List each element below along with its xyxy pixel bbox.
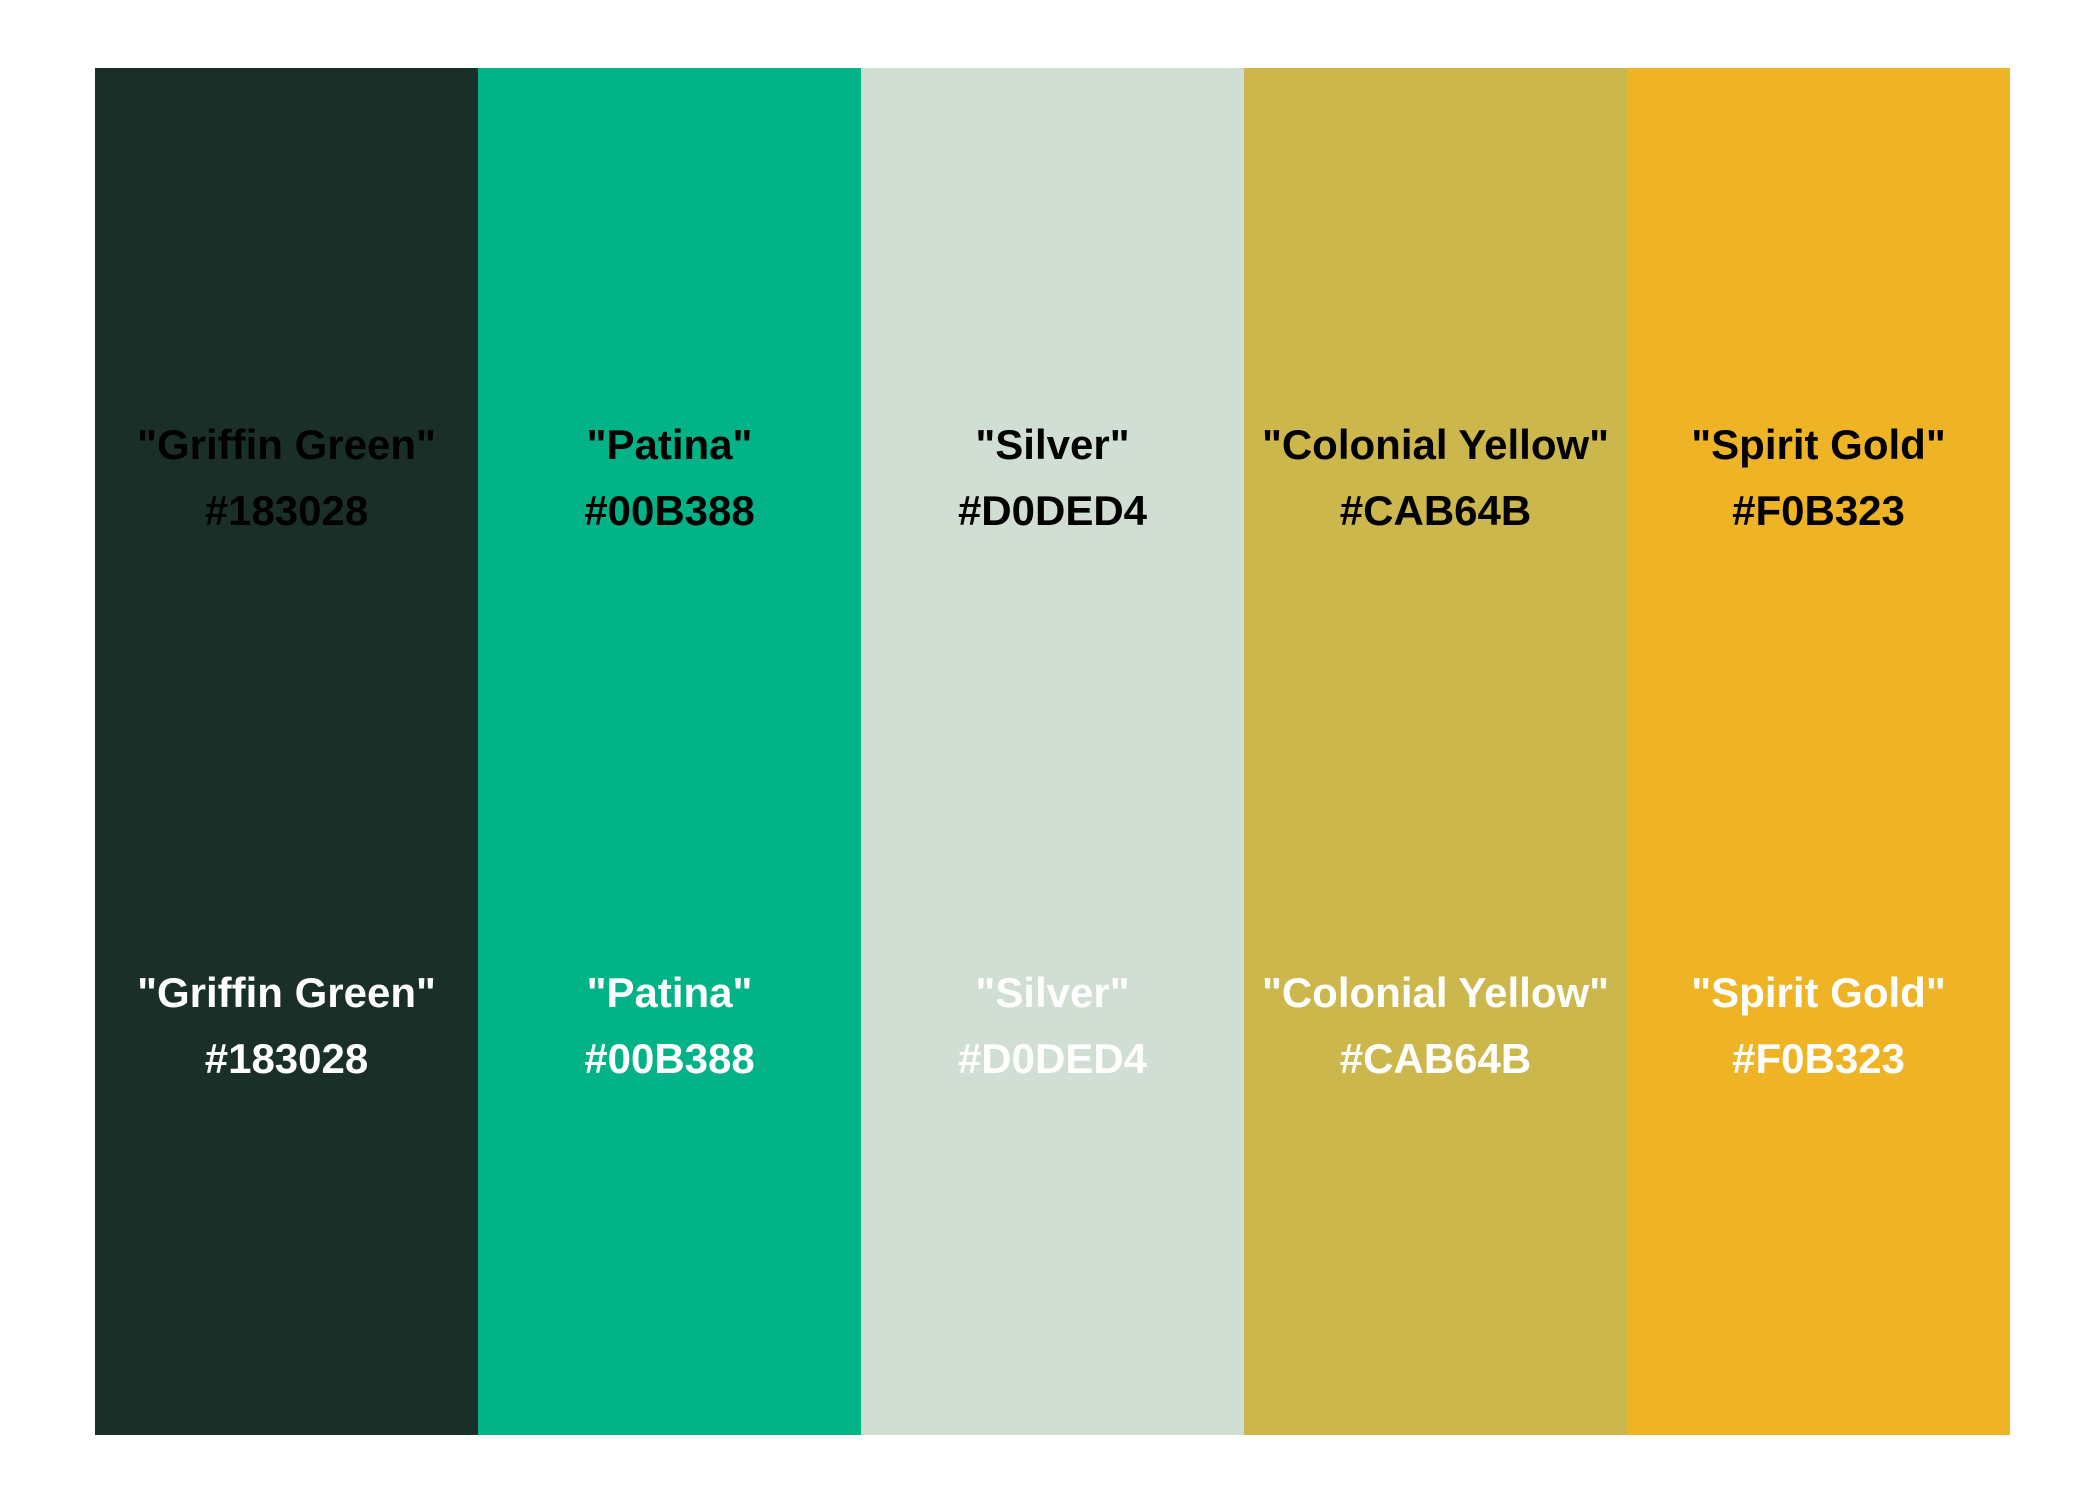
- color-hex: #CAB64B: [1339, 487, 1532, 534]
- color-hex: #CAB64B: [1339, 1035, 1532, 1082]
- color-hex: #F0B323: [1732, 487, 1905, 534]
- color-name: "Silver": [975, 421, 1130, 468]
- swatch-label-dark: "Colonial Yellow" #CAB64B: [1244, 412, 1627, 544]
- color-name: "Griffin Green": [137, 969, 436, 1016]
- color-hex: #D0DED4: [957, 487, 1148, 534]
- swatch-patina: "Patina" #00B388 "Patina" #00B388: [478, 68, 861, 1435]
- color-name: "Colonial Yellow": [1261, 421, 1610, 468]
- swatch-spirit-gold: "Spirit Gold" #F0B323 "Spirit Gold" #F0B…: [1627, 68, 2010, 1435]
- color-hex: #F0B323: [1732, 1035, 1905, 1082]
- color-hex: #D0DED4: [957, 1035, 1148, 1082]
- color-name: "Patina": [586, 969, 753, 1016]
- color-hex: #183028: [204, 487, 369, 534]
- swatch-label-light: "Silver" #D0DED4: [861, 960, 1244, 1092]
- color-hex: #00B388: [584, 1035, 755, 1082]
- swatch-label-light: "Griffin Green" #183028: [95, 960, 478, 1092]
- swatch-label-dark: "Silver" #D0DED4: [861, 412, 1244, 544]
- swatch-label-dark: "Patina" #00B388: [478, 412, 861, 544]
- color-name: "Silver": [975, 969, 1130, 1016]
- swatch-label-dark: "Griffin Green" #183028: [95, 412, 478, 544]
- color-name: "Griffin Green": [137, 421, 436, 468]
- color-hex: #183028: [204, 1035, 369, 1082]
- swatch-colonial-yellow: "Colonial Yellow" #CAB64B "Colonial Yell…: [1244, 68, 1627, 1435]
- swatch-label-light: "Spirit Gold" #F0B323: [1627, 960, 2010, 1092]
- color-name: "Patina": [586, 421, 753, 468]
- swatch-label-dark: "Spirit Gold" #F0B323: [1627, 412, 2010, 544]
- color-name: "Spirit Gold": [1691, 969, 1946, 1016]
- color-palette: "Griffin Green" #183028 "Griffin Green" …: [95, 68, 2010, 1435]
- color-name: "Colonial Yellow": [1261, 969, 1610, 1016]
- color-name: "Spirit Gold": [1691, 421, 1946, 468]
- color-hex: #00B388: [584, 487, 755, 534]
- swatch-label-light: "Patina" #00B388: [478, 960, 861, 1092]
- swatch-label-light: "Colonial Yellow" #CAB64B: [1244, 960, 1627, 1092]
- swatch-griffin-green: "Griffin Green" #183028 "Griffin Green" …: [95, 68, 478, 1435]
- swatch-silver: "Silver" #D0DED4 "Silver" #D0DED4: [861, 68, 1244, 1435]
